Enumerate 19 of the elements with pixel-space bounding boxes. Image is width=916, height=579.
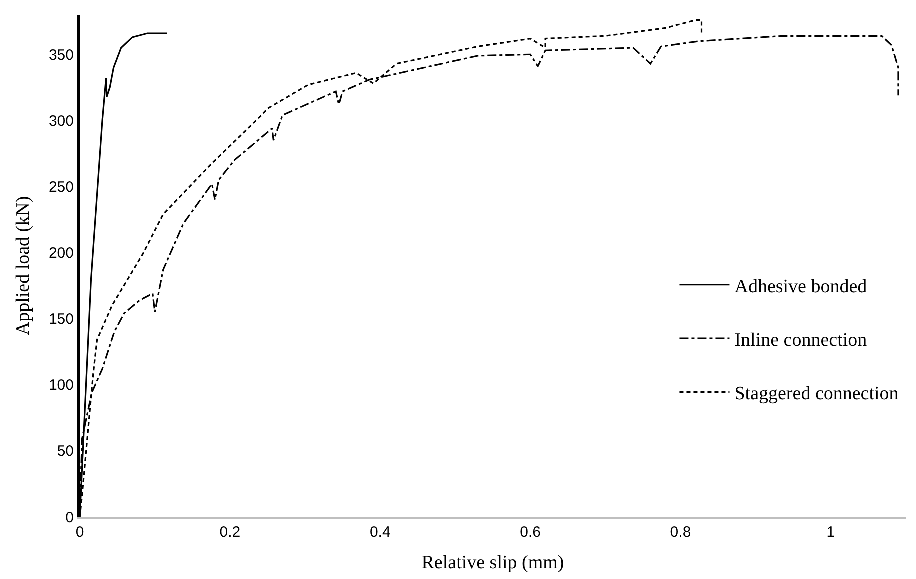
legend-label: Adhesive bonded (734, 276, 868, 298)
y-tick-label: 100 (48, 377, 74, 394)
x-tick-label: 0.2 (220, 524, 241, 541)
x-tick-label: 1 (826, 524, 836, 541)
y-tick-label: 250 (48, 178, 74, 196)
y-tick-label: 150 (48, 311, 74, 328)
x-axis-title: Relative slip (mm) (422, 552, 564, 574)
y-tick-label: 350 (48, 46, 74, 64)
y-tick-label: 300 (48, 112, 74, 130)
y-tick-label: 50 (57, 443, 74, 460)
x-tick-label: 0 (76, 524, 84, 541)
x-tick-label: 0.4 (370, 524, 391, 541)
y-tick-label: 200 (48, 245, 74, 262)
x-tick-label: 0.6 (520, 524, 541, 541)
legend-label: Inline connection (734, 330, 868, 351)
x-tick-label: 0.8 (670, 524, 692, 541)
y-tick-label: 0 (66, 509, 74, 526)
y-axis-title: Applied load (kN) (12, 196, 34, 336)
legend-label: Staggered connection (734, 384, 900, 405)
